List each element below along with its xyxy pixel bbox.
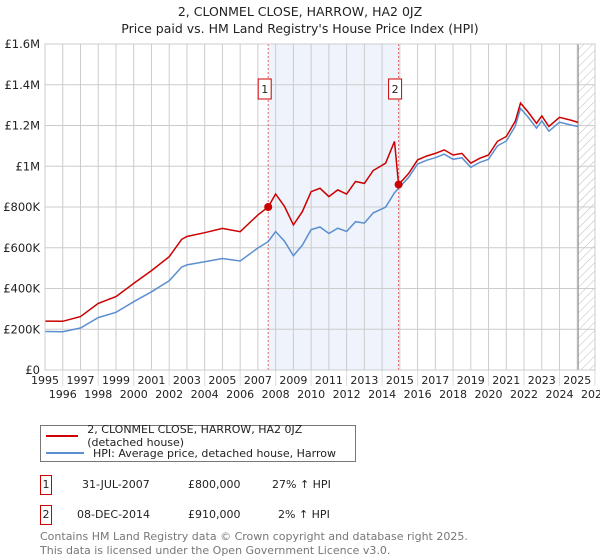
footer-copyright: Contains HM Land Registry data © Crown c…	[40, 530, 468, 543]
x-tick-label: 2014	[368, 388, 396, 401]
legend: 2, CLONMEL CLOSE, HARROW, HA2 0JZ (detac…	[40, 423, 356, 462]
x-tick-label: 2024	[546, 388, 574, 401]
y-tick-label: £200K	[3, 322, 40, 336]
sale-label: 1	[261, 83, 268, 96]
property-series-line	[44, 101, 579, 323]
chart-subtitle: Price paid vs. HM Land Registry's House …	[121, 21, 479, 36]
x-tick-label: 2007	[244, 374, 272, 387]
legend-item-property: 2, CLONMEL CLOSE, HARROW, HA2 0JZ (detac…	[46, 423, 355, 449]
x-tick-label: 2012	[333, 388, 361, 401]
legend-label-hpi: HPI: Average price, detached house, Harr…	[93, 446, 336, 460]
y-tick-label: £1M	[15, 159, 40, 173]
transaction-row: 1 31-JUL-2007 £800,000 27% ↑ HPI	[40, 475, 440, 495]
legend-label-property: 2, CLONMEL CLOSE, HARROW, HA2 0JZ (detac…	[87, 423, 303, 449]
transaction-date: 31-JUL-2007	[82, 478, 150, 491]
x-tick-label: 2021	[492, 374, 520, 387]
y-tick-label: £600K	[3, 241, 40, 255]
hpi-series-line	[44, 106, 579, 333]
x-tick-label: 1999	[102, 374, 130, 387]
x-tick-label: 1997	[66, 374, 94, 387]
x-tick-label: 2022	[510, 388, 538, 401]
y-tick-label: £400K	[3, 282, 40, 296]
legend-swatch-property	[46, 435, 79, 437]
transaction-hpi-diff: 2% ↑ HPI	[278, 508, 330, 521]
sale-label-box	[257, 78, 272, 100]
x-tick-label: 2026	[581, 388, 600, 401]
x-tick-label: 1998	[84, 388, 112, 401]
x-tick-label: 2005	[208, 374, 236, 387]
transaction-marker: 1	[40, 475, 52, 495]
transaction-marker: 2	[40, 505, 52, 525]
y-tick-label: £1.2M	[4, 119, 40, 133]
transaction-row: 2 08-DEC-2014 £910,000 2% ↑ HPI	[40, 505, 440, 525]
transaction-price: £800,000	[188, 478, 241, 491]
x-tick-label: 2006	[226, 388, 254, 401]
legend-item-hpi: HPI: Average price, detached house, Harr…	[46, 445, 336, 461]
transaction-price: £910,000	[188, 508, 241, 521]
x-tick-label: 1995	[31, 374, 59, 387]
x-tick-label: 2002	[155, 388, 183, 401]
x-tick-label: 2019	[457, 374, 485, 387]
y-tick-label: £800K	[3, 200, 40, 214]
x-tick-label: 2017	[421, 374, 449, 387]
plot-border	[44, 43, 596, 371]
chart-title: 2, CLONMEL CLOSE, HARROW, HA2 0JZ	[177, 4, 423, 19]
x-tick-label: 2000	[120, 388, 148, 401]
x-tick-label: 2011	[315, 374, 343, 387]
y-tick-label: £1.4M	[4, 78, 40, 92]
x-tick-label: 1996	[49, 388, 77, 401]
sale-point	[394, 180, 403, 189]
x-tick-label: 2008	[262, 388, 290, 401]
sale-label-box	[388, 78, 403, 100]
footer-licence: This data is licensed under the Open Gov…	[40, 544, 391, 557]
x-tick-label: 2018	[439, 388, 467, 401]
x-tick-label: 2001	[137, 374, 165, 387]
x-tick-label: 2020	[475, 388, 503, 401]
transaction-hpi-diff: 27% ↑ HPI	[272, 478, 331, 491]
chart-plot: 1995199619971998199920002001200220032004…	[3, 37, 600, 401]
y-tick-label: £0	[25, 363, 40, 377]
y-tick-label: £1.6M	[4, 37, 40, 51]
x-tick-label: 2010	[297, 388, 325, 401]
x-tick-label: 2004	[191, 388, 219, 401]
sale-label: 2	[392, 83, 399, 96]
sale-point	[264, 203, 273, 211]
x-tick-label: 2009	[279, 374, 307, 387]
x-tick-label: 2015	[386, 374, 414, 387]
x-tick-label: 2013	[350, 374, 378, 387]
transaction-date: 08-DEC-2014	[77, 508, 151, 521]
legend-swatch-hpi	[46, 452, 84, 454]
x-tick-label: 2003	[173, 374, 201, 387]
x-tick-label: 2025	[563, 374, 591, 387]
x-tick-label: 2023	[528, 374, 556, 387]
x-tick-label: 2016	[404, 388, 432, 401]
